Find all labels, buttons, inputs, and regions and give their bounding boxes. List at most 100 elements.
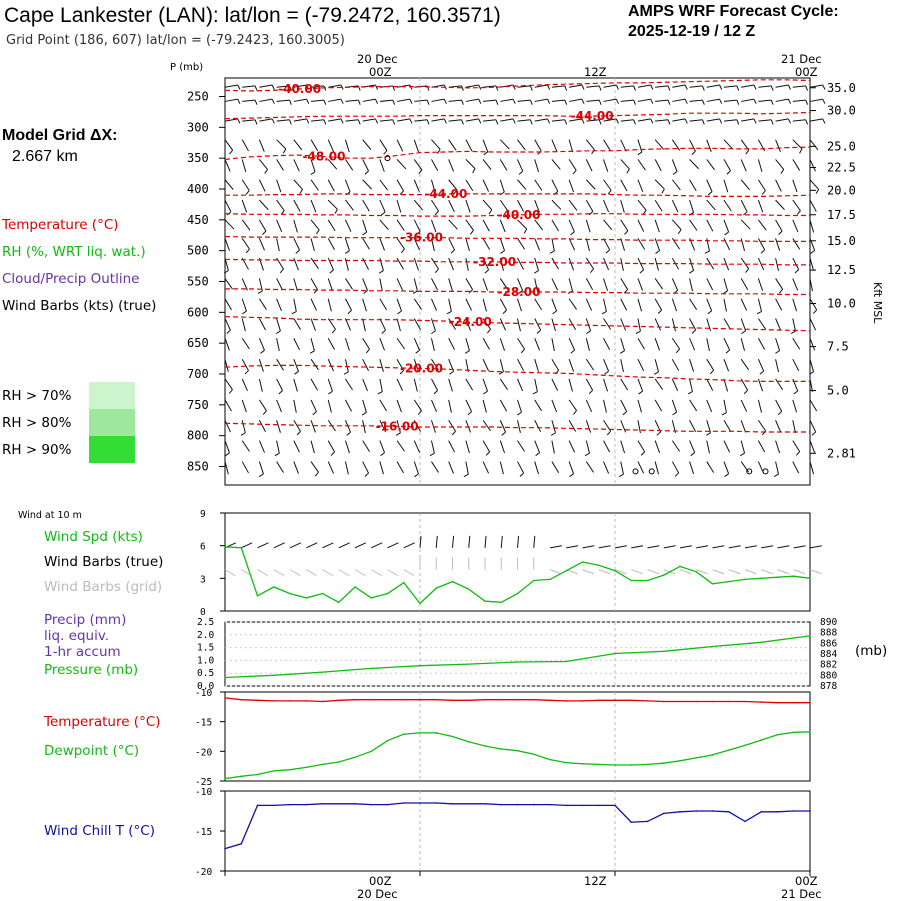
wind-barb xyxy=(500,118,514,122)
wind-barb xyxy=(413,159,423,171)
wind-barb xyxy=(362,378,368,392)
wind-barb xyxy=(551,278,559,291)
wind-barb xyxy=(654,179,665,190)
wind-speed-line xyxy=(224,546,811,605)
temperature-contour-label: -16.00 xyxy=(376,419,419,433)
wind-barb xyxy=(792,199,801,211)
wind-barb-feather xyxy=(512,118,516,124)
wind-barb-feather xyxy=(409,118,413,124)
pressure-tick-label-right: 888 xyxy=(820,628,837,639)
wind-barb xyxy=(448,419,456,432)
wind-barb xyxy=(706,219,714,232)
wind-barb-feather xyxy=(753,118,757,124)
dewpoint-line-point xyxy=(727,749,730,751)
wind-barb xyxy=(637,179,644,192)
wind-barb xyxy=(741,118,755,122)
wind-barb xyxy=(654,199,663,212)
wind-barb xyxy=(534,159,539,172)
wind-barb xyxy=(620,461,624,475)
wind-barb-feather xyxy=(822,118,826,124)
wind-barb xyxy=(500,98,514,102)
wind-barb-feather xyxy=(374,84,379,90)
wind-barb-feather xyxy=(667,119,671,125)
wind-barb xyxy=(276,318,281,332)
wind-barb xyxy=(517,298,522,312)
wind-barb xyxy=(241,399,247,413)
wind-barb xyxy=(809,440,816,453)
wind-barb-feather xyxy=(443,118,447,124)
wind-barb-feather xyxy=(719,84,723,90)
wind-barb-feather xyxy=(811,431,817,436)
wind-barb-feather xyxy=(520,348,525,354)
windchill-point xyxy=(256,804,259,807)
wind-barb-true xyxy=(354,542,367,549)
wind-barb-feather xyxy=(495,85,499,91)
wind-barb-feather xyxy=(310,171,316,175)
wind-barb-feather xyxy=(661,188,665,194)
wind-barb-feather xyxy=(707,310,712,315)
wind-barb xyxy=(637,118,651,122)
wind-barb xyxy=(224,238,230,251)
windchill-point xyxy=(727,811,730,813)
wind-barb-true xyxy=(435,535,438,548)
wind-barb xyxy=(740,199,748,212)
wind-barb xyxy=(413,420,422,432)
wind-speed-point xyxy=(760,577,763,580)
wind-barb xyxy=(551,461,560,473)
wind-barb xyxy=(775,359,779,372)
wind-barb-feather xyxy=(745,149,750,155)
station-title: Cape Lankester (LAN): lat/lon = (-79.247… xyxy=(4,4,501,27)
wind-barb xyxy=(483,99,497,102)
wind-barb-feather xyxy=(529,119,533,125)
windchill-point xyxy=(484,803,486,805)
wind-speed-point xyxy=(289,592,291,595)
dewpoint-line-point xyxy=(532,753,535,756)
wind-barb xyxy=(723,238,731,251)
wind-speed-point xyxy=(402,581,405,584)
wind-barb xyxy=(448,298,452,312)
wind-barb xyxy=(620,199,625,213)
temperature-contour-label: -32.00 xyxy=(473,255,516,269)
windchill-point xyxy=(614,804,616,807)
wind-barb xyxy=(413,139,419,153)
wind-barb xyxy=(534,440,541,453)
wind-barb xyxy=(396,98,410,102)
wind-barb xyxy=(362,219,368,233)
wind-barb xyxy=(792,440,801,452)
wind-barb-feather xyxy=(759,370,764,375)
wind-barb-feather xyxy=(485,451,490,456)
wind-barb-feather xyxy=(770,99,774,105)
wind-barb xyxy=(809,199,817,212)
dewpoint-line-point xyxy=(354,756,356,759)
wind-barb-feather xyxy=(446,311,452,315)
wind-barb xyxy=(568,359,575,372)
wind-barb xyxy=(723,338,731,351)
wind-barb-feather xyxy=(704,250,710,254)
wind-barb xyxy=(603,179,612,191)
temperature-contour-label: -20.00 xyxy=(400,361,443,375)
wind-barb xyxy=(723,139,734,150)
wind-barb xyxy=(482,219,490,232)
wind-speed-point xyxy=(727,580,730,583)
legend-rh80-swatch xyxy=(89,409,135,436)
wind-barb xyxy=(448,119,462,122)
wind-barb-feather xyxy=(653,371,659,375)
wind-barb-grid xyxy=(289,569,301,577)
wind-barb xyxy=(344,359,349,372)
temperature-contour-label: -40.00 xyxy=(278,82,321,96)
wind-barb xyxy=(534,359,539,372)
wind-barb-feather xyxy=(736,99,740,105)
wind-barb-feather xyxy=(472,168,476,174)
wind-barb-grid xyxy=(809,569,822,575)
wind-barb-feather xyxy=(745,268,750,273)
wind-barb xyxy=(585,440,590,454)
wind-barb xyxy=(792,159,801,171)
wind-barb-feather xyxy=(601,310,607,315)
wind-speed-point xyxy=(614,569,616,572)
wind-barb-feather xyxy=(778,288,784,294)
wind-barb xyxy=(792,337,801,350)
wind-barb xyxy=(224,399,232,412)
wind-barb xyxy=(396,318,401,332)
wind-barb-feather xyxy=(691,150,696,155)
wind-barb xyxy=(344,440,350,454)
